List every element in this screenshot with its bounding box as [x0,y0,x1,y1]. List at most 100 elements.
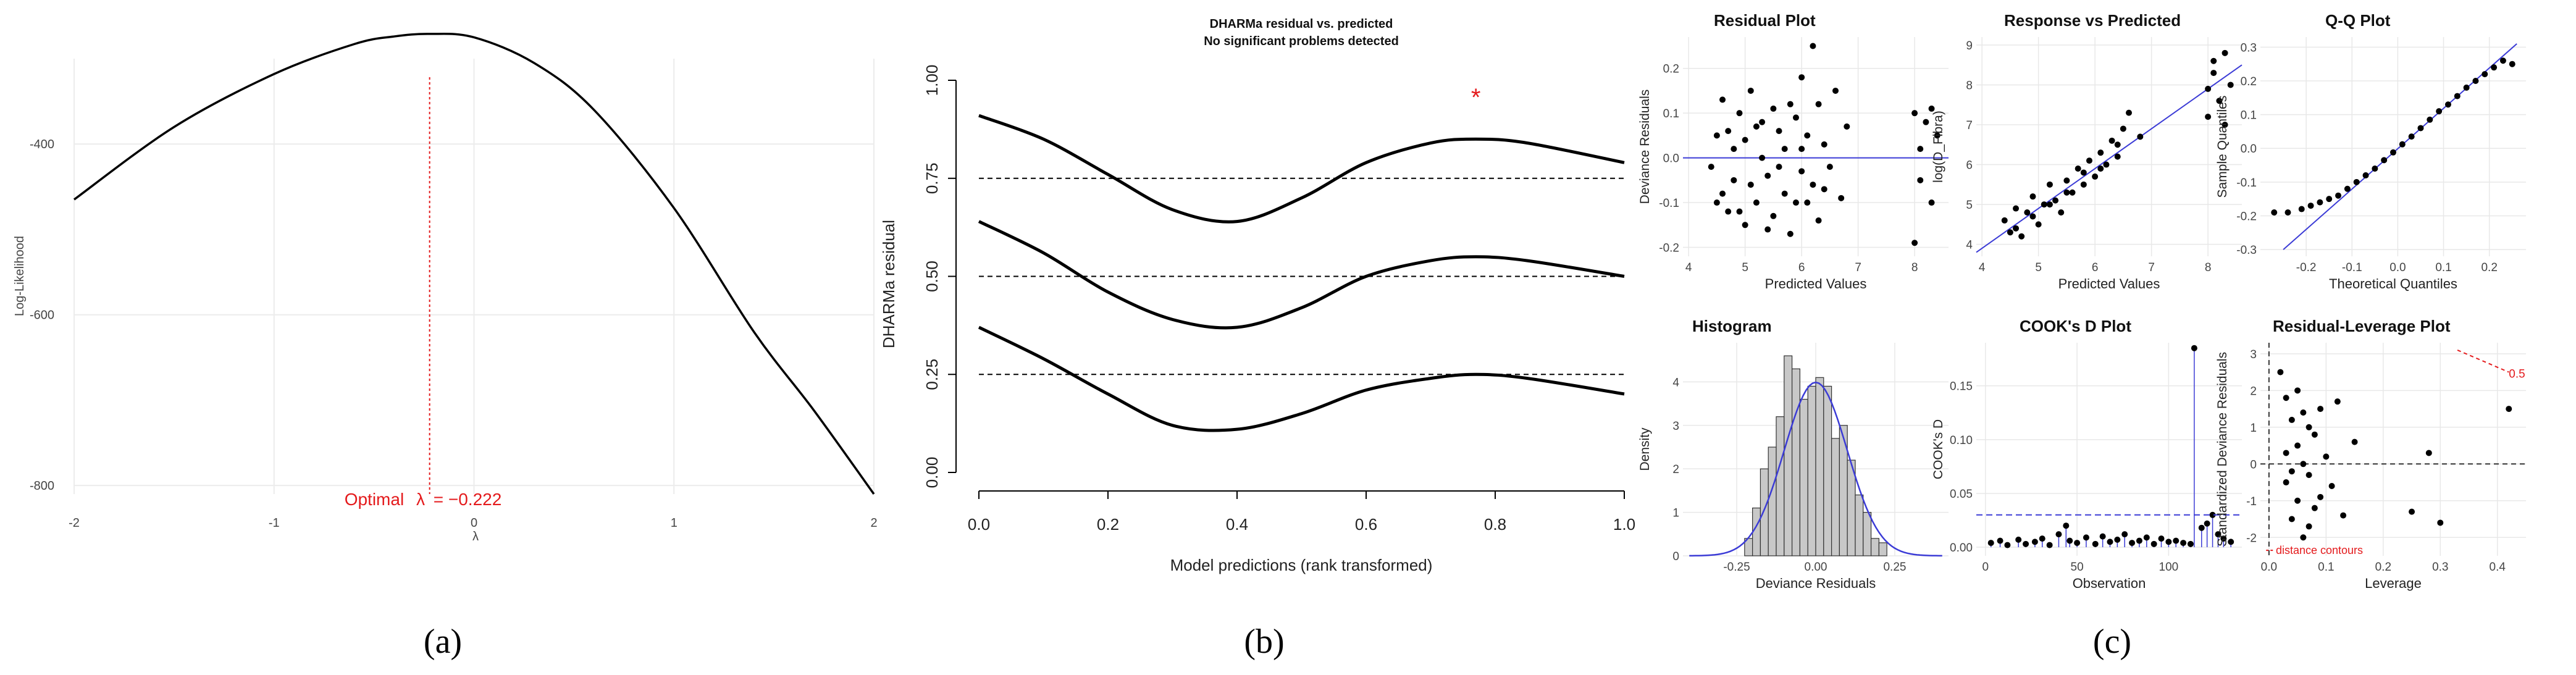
histogram-bar [1784,355,1793,556]
leverage-point [2437,519,2444,526]
panel-c-histogram: -0.25 0.00 0.25 0 1 2 3 4 Histogram Deviance Resi… [1638,317,1949,591]
cooks-ytick-label: 0.15 [1950,380,1973,393]
response-plot-area [1976,37,2242,256]
residual-point [1911,240,1918,246]
panel-b-dharma: DHARMa residual vs. predicted No signifi… [879,17,1635,574]
residual-point [1792,114,1799,121]
residual-xtick-label: 8 [1911,261,1918,274]
residual-point [1787,230,1794,237]
residual-point [1798,168,1805,175]
qq-title: Q-Q Plot [2325,11,2391,30]
histogram-ytick-label: 1 [1672,507,1679,520]
panel-a-marks [73,32,875,495]
cooks-point [1987,540,1994,547]
response-point [2205,114,2212,120]
leverage-xtick-label: 0.1 [2318,561,2334,574]
qq-xtick-label: -0.2 [2296,261,2317,274]
residual-point [1753,199,1760,206]
a-xtick-label: 0 [471,516,477,530]
response-point [2029,193,2036,200]
leverage-point [2305,472,2312,479]
leverage-title: Residual-Leverage Plot [2273,317,2451,335]
response-point [2137,133,2144,140]
response-point [2046,201,2053,208]
response-point [2097,166,2104,172]
residual-point [1770,105,1777,112]
residual-point [1713,199,1720,206]
a-ytick-label: -800 [30,479,54,493]
panel-b-ylabel: DHARMa residual [879,220,898,348]
histogram-xtick-label: -0.25 [1723,561,1750,574]
optimal-lambda-label: Optimal λ = −0.222 [345,490,502,509]
cooks-ytick-label: 0.05 [1950,488,1973,501]
leverage-point [2283,395,2289,401]
leverage-point [2506,406,2512,413]
response-point [2114,141,2121,148]
residual-ytick-label: 0.0 [1663,153,1679,166]
a-xtick-label: 2 [870,516,877,530]
leverage-ytick-label: 3 [2250,348,2257,361]
residual-point [1798,74,1805,81]
qq-point [2362,172,2369,178]
a-xtick-label: -2 [69,516,80,530]
residual-xtick-label: 7 [1855,261,1861,274]
a-xtick-label: -1 [269,516,280,530]
histogram-ytick-label: 4 [1672,376,1679,389]
b-ytick-label: 0.25 [923,359,941,390]
residual-point [1742,222,1748,228]
panel-label-c: (c) [2093,623,2131,661]
cooks-point [2180,540,2187,547]
residual-point [1736,110,1743,117]
cooks-point [2209,511,2216,518]
legend-distance-contours: distance contours [2276,544,2363,556]
cooks-xtick-label: 100 [2159,561,2179,574]
residual-point [1826,164,1833,170]
leverage-ytick-label: 2 [2250,385,2257,398]
a-ytick-label: -400 [30,138,54,151]
cooks-point [1997,537,2003,544]
cooks-distance-contour [2457,349,2509,373]
residual-point [1923,119,1929,125]
panel-label-a: (a) [424,623,462,661]
histogram-bar [1831,438,1840,556]
leverage-point [2283,479,2289,486]
qq-point [2317,199,2323,206]
qq-point [2444,101,2451,108]
quantile-regression-curve [978,325,1625,432]
response-ytick-label: 5 [1966,199,1973,212]
response-fit-line [1976,64,2242,253]
cooks-point [2114,536,2121,543]
cooks-point [2004,542,2011,548]
residual-point [1787,101,1794,107]
panel-a-ylabel: Log-Likelihood [13,236,27,316]
qq-xlabel: Theoretical Quantiles [2329,276,2457,291]
panel-b-marks: * [978,84,1625,432]
cooks-point [2046,542,2053,548]
residual-point [1708,164,1714,170]
qq-ylabel: Sample Quantiles [2215,96,2230,198]
histogram-bar [1815,377,1824,556]
qq-ytick-label: 0.3 [2241,41,2257,54]
loglik-curve [73,32,875,495]
panel-c-diagnostics: 4 5 6 7 8 -0.2 -0.1 0.0 0.1 0.2 Residual Plot Predi… [1638,11,2526,591]
response-point [2126,109,2133,116]
response-point [2058,209,2065,216]
residual-point [1759,119,1766,125]
a-ytick-label: -600 [30,309,54,322]
panel-c-cooks: 0 50 100 0.00 0.05 0.10 0.15 COOK's D Plot Obser… [1931,317,2242,591]
cooks-point [2220,535,2227,542]
b-xtick-label: 0.2 [1097,515,1119,534]
b-xtick-label: 0.6 [1355,515,1377,534]
qq-xtick-label: 0.2 [2481,261,2497,274]
histogram-bar [1799,398,1808,556]
optimal-lambda-symbol: λ [416,490,425,509]
histogram-xtick-label: 0.00 [1805,561,1827,574]
cooks-point [2107,539,2113,545]
qq-point [2399,141,2406,148]
response-point [2120,125,2126,132]
leverage-point [2334,398,2341,405]
cooks-point [2173,537,2180,544]
response-point [2086,157,2092,164]
normal-density-curve [1689,381,1942,557]
